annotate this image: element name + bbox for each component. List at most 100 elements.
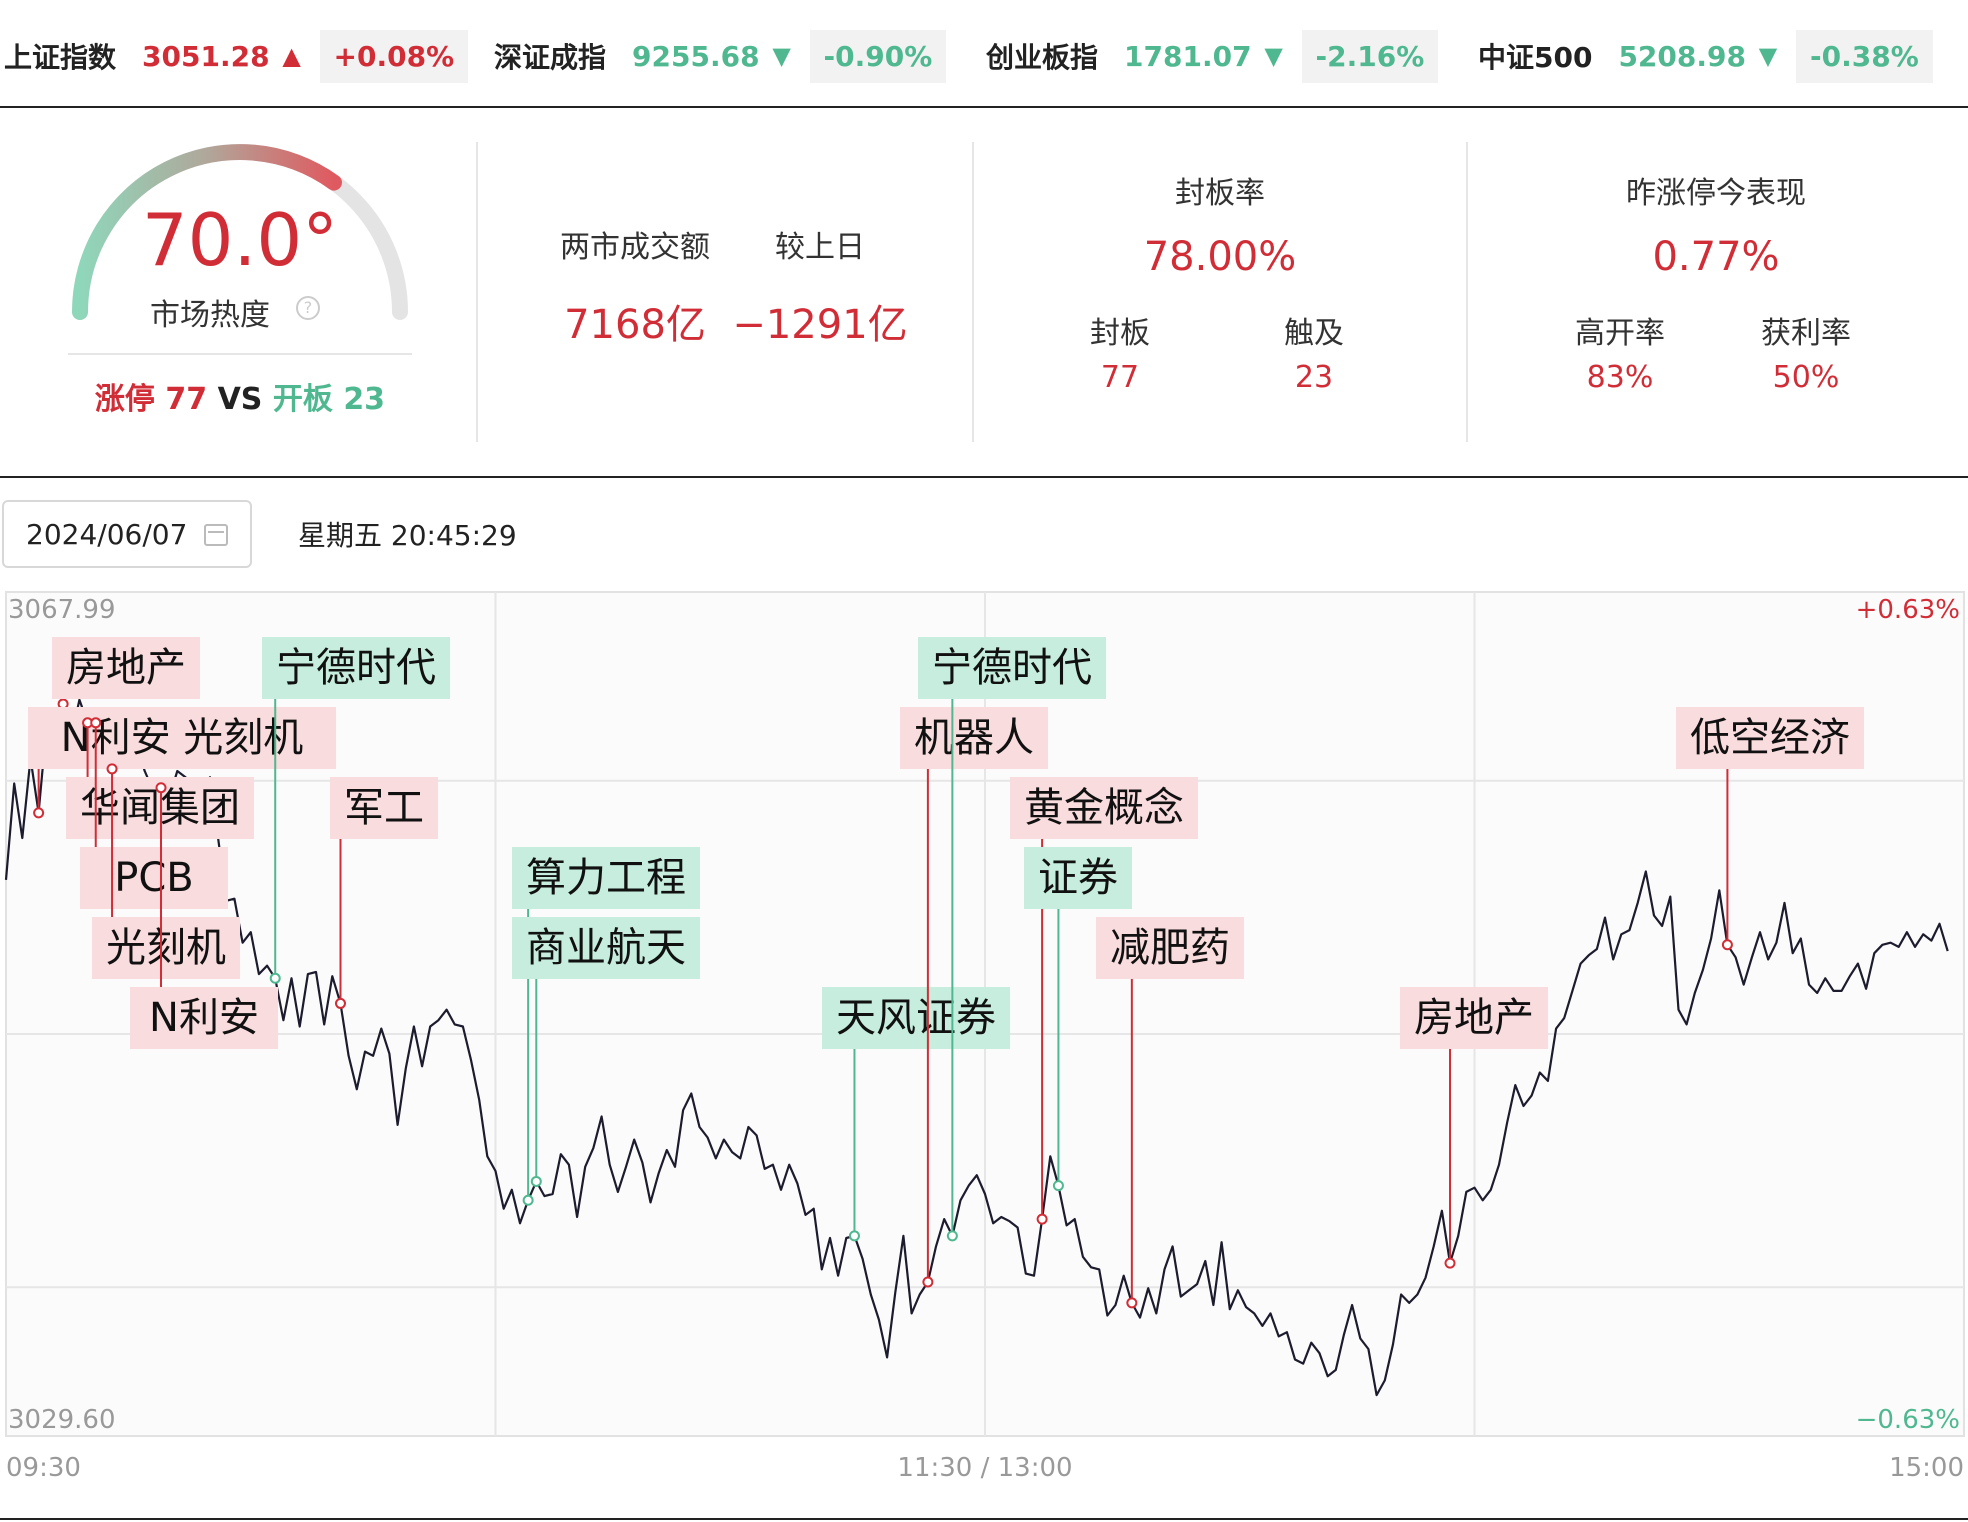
- annotation-text: 房地产: [66, 645, 186, 691]
- annotation-label: 证券: [1024, 847, 1132, 1192]
- turnover-label: 两市成交额: [560, 230, 710, 265]
- limit-up-vs-open: 涨停 77 VS 开板 23: [60, 374, 420, 418]
- annotation-point: [106, 763, 118, 775]
- limit-up-label: 涨停: [94, 382, 155, 417]
- index-price: 9255.68: [632, 39, 760, 73]
- annotation-text: 军工: [344, 785, 424, 831]
- divider: [972, 142, 974, 442]
- annotation-label: N利安: [130, 782, 278, 1049]
- annotation-label: 机器人: [900, 707, 1048, 1288]
- divider: [1466, 142, 1468, 442]
- annotation-text: 减肥药: [1110, 925, 1230, 971]
- index-price: 1781.07: [1124, 39, 1252, 73]
- price-line: [4, 698, 1949, 1397]
- annotation-label: 天风证券: [822, 987, 1010, 1242]
- pct-min-label: −0.63%: [1856, 1405, 1960, 1435]
- annotation-label: 宁德时代: [918, 637, 1106, 1242]
- open-label: 开板: [272, 382, 333, 417]
- seal-title: 封板率: [1175, 176, 1265, 211]
- vs-label: VS: [217, 382, 263, 417]
- sealed-label: 封板: [1090, 316, 1150, 351]
- date-value: 2024/06/07: [26, 517, 188, 551]
- heat-value: 70.0°: [141, 198, 339, 282]
- annotation-label: 军工: [330, 777, 438, 1009]
- price-series: [4, 698, 1949, 1397]
- sealed-count: 77: [1100, 360, 1140, 395]
- seal-rate: 78.00%: [1143, 234, 1297, 280]
- yesterday-title: 昨涨停今表现: [1626, 176, 1806, 211]
- annotation-text: 机器人: [914, 715, 1034, 761]
- annotation-box: [130, 987, 278, 1049]
- annotation-label: 宁德时代: [262, 637, 450, 984]
- annotation-label: PCB: [80, 717, 228, 909]
- annotation-point: [269, 972, 281, 984]
- divider: [0, 476, 1968, 478]
- yesterday-rate: 0.77%: [1652, 234, 1780, 280]
- divider: [0, 106, 1968, 108]
- turnover-diff-value: −1291亿: [732, 302, 908, 348]
- annotation-box: [28, 707, 336, 769]
- annotation-box: [80, 847, 228, 909]
- calendar-icon[interactable]: [204, 524, 228, 546]
- index-name: 上证指数: [4, 41, 117, 74]
- triangle-down-icon: ▼: [772, 42, 791, 70]
- triangle-down-icon: ▼: [1264, 42, 1283, 70]
- annotation-label: 减肥药: [1096, 917, 1244, 1309]
- annotation-box: [262, 637, 450, 699]
- annotation-point: [1444, 1257, 1456, 1269]
- index-name: 创业板指: [986, 41, 1099, 74]
- pct-max-label: +0.63%: [1856, 595, 1960, 625]
- annotation-text: 宁德时代: [932, 645, 1092, 691]
- question-circle-icon[interactable]: ?: [296, 296, 320, 320]
- annotation-box: [330, 777, 438, 839]
- index-change: -2.16%: [1301, 29, 1439, 83]
- y-min-label: 3029.60: [8, 1405, 116, 1435]
- turnover-value: 7168亿: [564, 302, 706, 348]
- index-price: 3051.28: [142, 39, 270, 73]
- annotation-box: [1024, 847, 1132, 909]
- annotation-point: [334, 997, 346, 1009]
- annotation-text: 商业航天: [526, 925, 686, 971]
- annotation-text: 算力工程: [526, 855, 686, 901]
- heat-gauge: [68, 144, 412, 355]
- date-picker[interactable]: 2024/06/07: [2, 500, 252, 568]
- index-change: -0.38%: [1795, 29, 1933, 83]
- intraday-chart[interactable]: 3067.99 3029.60 +0.63% −0.63% 09:30 11:30 / 1…: [0, 562, 1968, 1522]
- annotation-text: 低空经济: [1690, 715, 1850, 761]
- profit-label: 获利率: [1761, 316, 1851, 351]
- annotation-point: [90, 717, 102, 729]
- index-shenzhen[interactable]: 深证成指 9255.68 ▼ -0.90%: [494, 28, 947, 84]
- divider: [0, 1518, 1968, 1520]
- index-name: 深证成指: [494, 41, 607, 74]
- annotation-text: N利安: [149, 995, 259, 1041]
- annotation-point: [922, 1276, 934, 1288]
- annotation-label: 算力工程: [512, 847, 700, 1206]
- profit-value: 50%: [1772, 360, 1840, 395]
- index-change: -0.90%: [809, 29, 947, 83]
- annotation-label: 房地产: [1400, 987, 1548, 1269]
- annotation-label: 光刻机: [92, 763, 240, 979]
- annotation-label: 商业航天: [512, 917, 700, 1187]
- heat-label: 市场热度: [150, 298, 270, 333]
- gauge-fill: [72, 144, 342, 320]
- annotation-box: [1010, 777, 1198, 839]
- index-chinext[interactable]: 创业板指 1781.07 ▼ -2.16%: [986, 28, 1439, 84]
- x-tick-label: 11:30 / 13:00: [897, 1453, 1072, 1483]
- index-shanghai[interactable]: 上证指数 3051.28 ▲ +0.08%: [4, 28, 469, 84]
- index-csi500[interactable]: 中证500 5208.98 ▼ -0.38%: [1478, 28, 1933, 84]
- annotation-box: [512, 917, 700, 979]
- annotation-box: [900, 707, 1048, 769]
- x-tick-label: 15:00: [1889, 1453, 1964, 1483]
- annotation-point: [33, 807, 45, 819]
- annotation-label: 房地产: [52, 637, 200, 710]
- touched-count: 23: [1294, 360, 1334, 395]
- annotation-label: N利安 光刻机: [28, 707, 336, 819]
- high-open-value: 83%: [1586, 360, 1654, 395]
- annotation-box: [1676, 707, 1864, 769]
- annotation-point: [848, 1230, 860, 1242]
- annotation-label: 黄金概念: [1010, 777, 1198, 1225]
- market-heat-panel: 70.0° 市场热度 ? 涨停 77 VS 开板 23: [60, 140, 420, 430]
- limit-up-count: 77: [165, 382, 208, 417]
- x-tick-label: 09:30: [6, 1453, 81, 1483]
